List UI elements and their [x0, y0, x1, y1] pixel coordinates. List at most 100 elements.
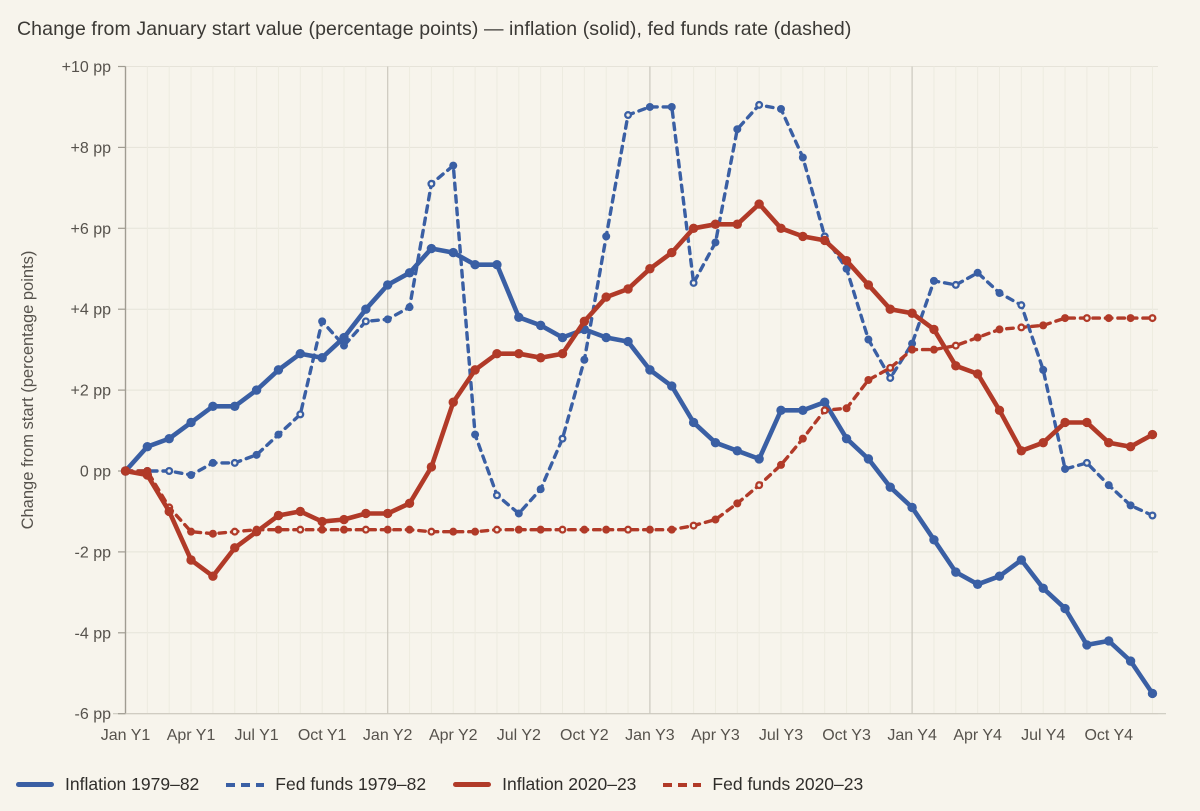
data-point	[230, 401, 240, 411]
data-point-center	[298, 527, 302, 532]
data-point	[907, 502, 917, 513]
data-point	[514, 509, 523, 518]
data-point	[733, 125, 742, 134]
data-point	[383, 280, 393, 290]
data-point	[535, 353, 546, 363]
data-point	[274, 525, 283, 534]
data-point	[1038, 437, 1048, 448]
data-point	[273, 510, 284, 521]
data-point-center	[1019, 325, 1024, 330]
data-point	[777, 104, 785, 113]
legend-item-fed-funds-2020-23: Fed funds 2020–23	[663, 774, 863, 795]
x-tick-label: Apr Y1	[167, 727, 216, 744]
data-point	[645, 102, 654, 111]
data-point	[798, 405, 808, 416]
data-point-center	[626, 527, 630, 532]
legend-item-inflation-1979-82: Inflation 1979–82	[16, 774, 199, 795]
data-point-center	[429, 529, 434, 534]
data-point	[972, 579, 983, 589]
data-point	[580, 525, 589, 534]
data-point-center	[1085, 316, 1089, 320]
data-point	[1060, 417, 1070, 428]
data-point	[1061, 464, 1070, 473]
data-point	[404, 498, 415, 509]
data-point	[1125, 442, 1136, 452]
data-point-center	[954, 343, 958, 348]
data-point	[863, 280, 874, 290]
data-point-center	[888, 376, 892, 380]
data-point	[667, 247, 677, 258]
data-point	[645, 365, 655, 375]
data-point	[471, 430, 480, 439]
x-tick-label: Jul Y1	[235, 727, 279, 744]
data-point	[645, 264, 655, 274]
data-point	[995, 325, 1004, 334]
x-tick-label: Jul Y2	[497, 727, 541, 744]
data-point	[536, 485, 545, 494]
data-point	[536, 525, 545, 534]
data-point	[667, 525, 676, 534]
y-tick-label: +4 pp	[71, 302, 112, 319]
data-point	[448, 397, 458, 407]
data-point-center	[495, 527, 499, 532]
line-chart: +10 pp +8 pp +6 pp +4 pp +2 pp 0 pp -2 pp -4 pp…	[19, 59, 1166, 744]
data-point-center	[757, 103, 761, 107]
data-point-center	[560, 436, 565, 441]
data-point-center	[1150, 513, 1155, 518]
data-point	[907, 308, 917, 318]
data-point	[842, 404, 851, 413]
data-point	[318, 317, 327, 326]
data-point	[449, 161, 458, 170]
data-point	[667, 381, 677, 391]
data-point-center	[757, 483, 761, 487]
data-point	[142, 442, 153, 452]
data-point	[1016, 446, 1027, 456]
data-point	[1061, 314, 1070, 323]
legend-item-fed-funds-1979-82: Fed funds 1979–82	[226, 774, 426, 795]
data-point-center	[691, 523, 696, 528]
data-point	[120, 466, 131, 476]
legend: Inflation 1979–82 Fed funds 1979–82 Infl…	[16, 774, 863, 795]
data-point	[841, 255, 852, 266]
data-point	[383, 315, 392, 324]
data-point	[710, 219, 721, 229]
data-point	[798, 231, 808, 242]
data-point	[492, 348, 502, 359]
data-point-center	[1019, 303, 1024, 307]
data-point	[885, 304, 895, 314]
data-point	[929, 535, 939, 545]
data-point	[1104, 481, 1113, 490]
x-tick-label: Apr Y2	[429, 727, 478, 744]
legend-dashed-blue-line-icon	[226, 782, 265, 787]
data-point	[994, 405, 1005, 416]
y-tick-label: -2 pp	[75, 544, 112, 561]
data-point	[208, 401, 218, 411]
data-point	[688, 223, 699, 233]
data-point	[929, 276, 938, 285]
x-tick-label: Apr Y4	[953, 727, 1002, 744]
y-tick-label: +2 pp	[71, 383, 112, 400]
data-point	[602, 525, 611, 534]
data-point	[448, 247, 458, 258]
x-tick-label: Jul Y3	[759, 727, 803, 744]
data-point	[929, 324, 939, 335]
data-point	[776, 405, 786, 416]
data-point-center	[888, 366, 892, 370]
data-point	[1016, 555, 1027, 565]
data-point	[514, 348, 524, 359]
data-point	[842, 264, 851, 273]
data-point	[820, 235, 830, 246]
data-point	[274, 430, 283, 439]
data-point	[340, 341, 348, 350]
data-point	[535, 320, 546, 331]
data-point	[820, 397, 830, 407]
chart-title: Change from January start value (percent…	[17, 18, 852, 40]
data-point	[251, 526, 262, 537]
data-point	[645, 525, 654, 534]
x-tick-label: Jan Y2	[363, 727, 413, 744]
data-point	[733, 499, 742, 508]
data-point	[514, 525, 523, 534]
x-tick-label: Oct Y4	[1084, 727, 1133, 744]
data-point	[164, 506, 174, 517]
data-point	[252, 450, 261, 459]
